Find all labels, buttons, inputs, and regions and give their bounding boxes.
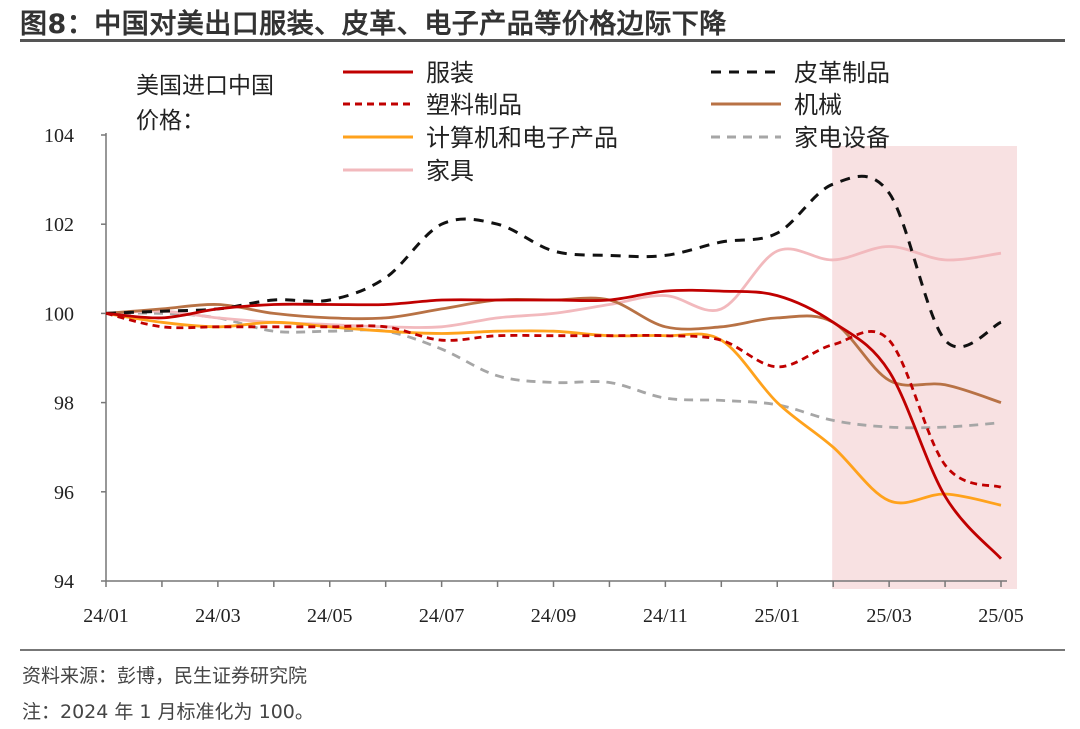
y-tick-label: 94 [54,571,74,593]
series-line-leather [105,174,1002,349]
x-tick-label: 24/07 [419,605,465,627]
chart-title: 图8：中国对美出口服装、皮革、电子产品等价格边际下降 [20,9,727,40]
x-tick-label: 24/01 [83,605,129,627]
shaded-period [832,146,1017,589]
legend-label-machinery: 机械 [794,91,842,119]
y-tick-label: 98 [54,393,74,415]
legend-label-leather: 皮革制品 [794,59,890,87]
legend-label-clothing: 服装 [426,59,474,87]
y-axis-label-line1: 美国进口中国 [136,73,274,99]
source-note: 资料来源：彭博，民生证券研究院 [22,665,308,687]
legend-label-plastic: 塑料制品 [426,91,522,119]
legend-label-appliance: 家电设备 [794,124,890,152]
series-line-clothing [105,288,1003,560]
series-line-computer [105,312,1002,507]
y-axis-label-line2: 价格： [136,108,205,134]
y-tick-label: 100 [44,303,74,325]
series-line-appliance [105,311,1002,430]
x-tick-label: 24/05 [307,605,353,627]
x-tick-label: 24/11 [643,605,688,627]
legend-label-furniture: 家具 [426,157,474,185]
x-tick-label: 25/03 [866,605,912,627]
footer-rule [20,649,1065,651]
x-tick-label: 24/03 [195,605,241,627]
normalization-note: 注：2024 年 1 月标准化为 100。 [22,701,314,723]
x-tick-label: 25/01 [754,605,800,627]
y-tick-label: 104 [44,125,74,147]
x-tick-label: 24/09 [531,605,577,627]
x-tick-label: 25/05 [978,605,1024,627]
series-line-plastic [105,312,1002,489]
title-rule [20,39,1065,42]
y-tick-label: 102 [44,214,74,236]
y-tick-label: 96 [54,482,74,504]
legend-label-computer: 计算机和电子产品 [426,124,618,152]
